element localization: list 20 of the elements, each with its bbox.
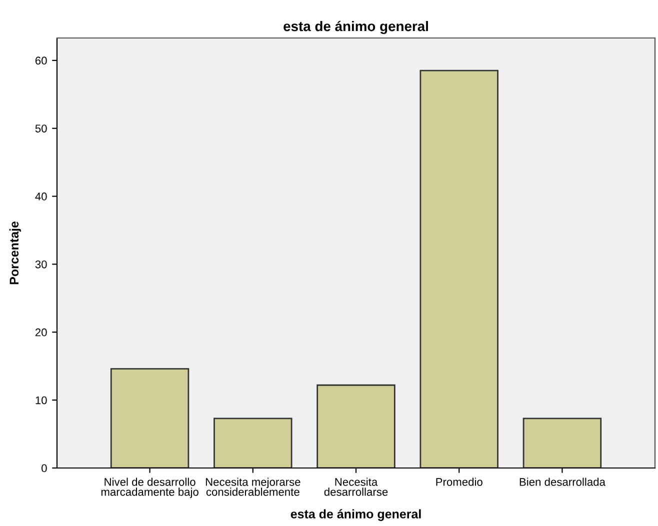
x-tick-label: Necesita desarrollarse — [324, 478, 388, 496]
y-tick-label: 20 — [35, 328, 47, 336]
bar — [316, 384, 396, 468]
y-tick-label: 50 — [35, 124, 47, 132]
y-axis-title: Porcentaje — [9, 221, 22, 284]
x-tick-label: Bien desarrollada — [520, 478, 606, 486]
y-tick-label: 10 — [36, 396, 47, 404]
x-axis-title: esta de ánimo general — [290, 509, 421, 521]
y-tick-label: 30 — [35, 260, 47, 268]
bar — [110, 368, 190, 468]
x-tick-label: Nivel de desarrollo marcadamente bajo — [101, 478, 198, 498]
y-tick-label: 0 — [42, 464, 47, 472]
x-tick-label: Necesita mejorarse considerablemente — [206, 478, 300, 496]
x-tick-label: Promedio — [436, 478, 482, 486]
y-tick-label: 40 — [35, 192, 47, 200]
bar — [522, 418, 602, 468]
y-tick-label: 60 — [35, 56, 47, 65]
bar — [420, 70, 498, 468]
chart-title: esta de ánimo general — [284, 20, 428, 34]
bar — [214, 418, 292, 468]
